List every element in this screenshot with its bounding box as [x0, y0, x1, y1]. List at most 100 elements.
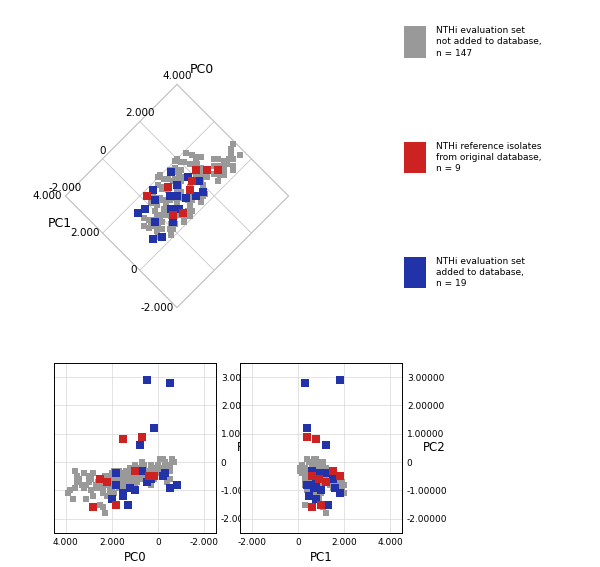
- Point: [91, 480, 100, 489]
- Point: [160, 463, 170, 472]
- Point: [323, 472, 333, 481]
- Point: [309, 455, 319, 464]
- Point: [174, 182, 184, 191]
- Point: [179, 218, 189, 227]
- Point: [125, 475, 135, 484]
- Point: [228, 139, 238, 149]
- Point: [148, 186, 158, 195]
- Bar: [404, 142, 426, 173]
- Point: [154, 232, 163, 242]
- Point: [159, 205, 169, 214]
- Point: [144, 472, 154, 481]
- X-axis label: PC0: PC0: [124, 551, 146, 564]
- Point: [321, 463, 331, 472]
- Point: [155, 171, 165, 180]
- Point: [176, 188, 185, 197]
- Point: [86, 475, 96, 484]
- Point: [157, 225, 167, 234]
- Point: [170, 167, 180, 176]
- Point: [121, 466, 131, 475]
- Point: [148, 189, 158, 198]
- Point: [335, 375, 344, 384]
- Point: [160, 460, 170, 469]
- Point: [119, 489, 128, 498]
- Point: [170, 208, 180, 217]
- Point: [89, 503, 98, 512]
- Point: [323, 477, 333, 486]
- Point: [149, 466, 158, 475]
- Point: [155, 455, 165, 464]
- Point: [172, 184, 182, 193]
- Point: [135, 441, 145, 450]
- Text: PC0: PC0: [190, 64, 214, 77]
- Point: [176, 176, 185, 185]
- Point: [328, 469, 337, 478]
- Point: [323, 466, 333, 475]
- Point: [316, 460, 326, 469]
- Point: [189, 160, 199, 169]
- Point: [305, 472, 314, 481]
- Point: [316, 489, 326, 498]
- Point: [152, 201, 161, 210]
- Point: [159, 182, 169, 191]
- Point: [165, 475, 175, 484]
- Point: [137, 466, 147, 475]
- Point: [321, 475, 331, 484]
- Point: [302, 466, 312, 475]
- Point: [335, 472, 344, 481]
- Point: [325, 480, 335, 489]
- Point: [174, 193, 184, 202]
- Point: [114, 472, 124, 481]
- Point: [167, 455, 177, 464]
- Text: PC2: PC2: [423, 442, 446, 454]
- Point: [82, 494, 91, 503]
- Point: [123, 469, 133, 478]
- Point: [157, 184, 167, 193]
- Point: [172, 480, 181, 489]
- Point: [116, 475, 126, 484]
- Point: [130, 466, 140, 475]
- Point: [172, 154, 182, 163]
- Point: [305, 492, 314, 501]
- Point: [148, 234, 158, 243]
- Point: [311, 463, 321, 472]
- Point: [179, 173, 189, 182]
- Point: [146, 460, 156, 469]
- Point: [300, 463, 310, 472]
- Point: [332, 475, 342, 484]
- Point: [335, 483, 344, 492]
- Point: [163, 477, 172, 486]
- Point: [157, 195, 167, 204]
- Point: [95, 475, 105, 484]
- Point: [148, 215, 158, 225]
- Point: [152, 212, 161, 221]
- Point: [307, 472, 317, 481]
- Point: [300, 466, 310, 475]
- Point: [314, 463, 323, 472]
- Point: [219, 160, 229, 169]
- Point: [146, 475, 156, 484]
- Point: [328, 477, 337, 486]
- Point: [158, 463, 167, 472]
- Point: [98, 486, 107, 495]
- Point: [170, 458, 179, 467]
- Point: [146, 221, 156, 230]
- Point: [121, 475, 131, 484]
- Point: [152, 201, 161, 210]
- Point: [109, 489, 119, 498]
- Point: [321, 469, 331, 478]
- Text: NTHi evaluation set
added to database,
n = 19: NTHi evaluation set added to database, n…: [436, 257, 524, 289]
- Point: [202, 166, 212, 175]
- Point: [228, 162, 238, 171]
- Bar: [404, 27, 426, 58]
- X-axis label: PC1: PC1: [310, 551, 332, 564]
- Point: [161, 202, 170, 211]
- Point: [309, 483, 319, 492]
- Point: [302, 424, 312, 433]
- Point: [119, 492, 128, 501]
- Point: [133, 466, 142, 475]
- Point: [307, 477, 317, 486]
- Point: [193, 160, 202, 169]
- Text: PC2: PC2: [237, 442, 260, 454]
- Point: [151, 469, 161, 478]
